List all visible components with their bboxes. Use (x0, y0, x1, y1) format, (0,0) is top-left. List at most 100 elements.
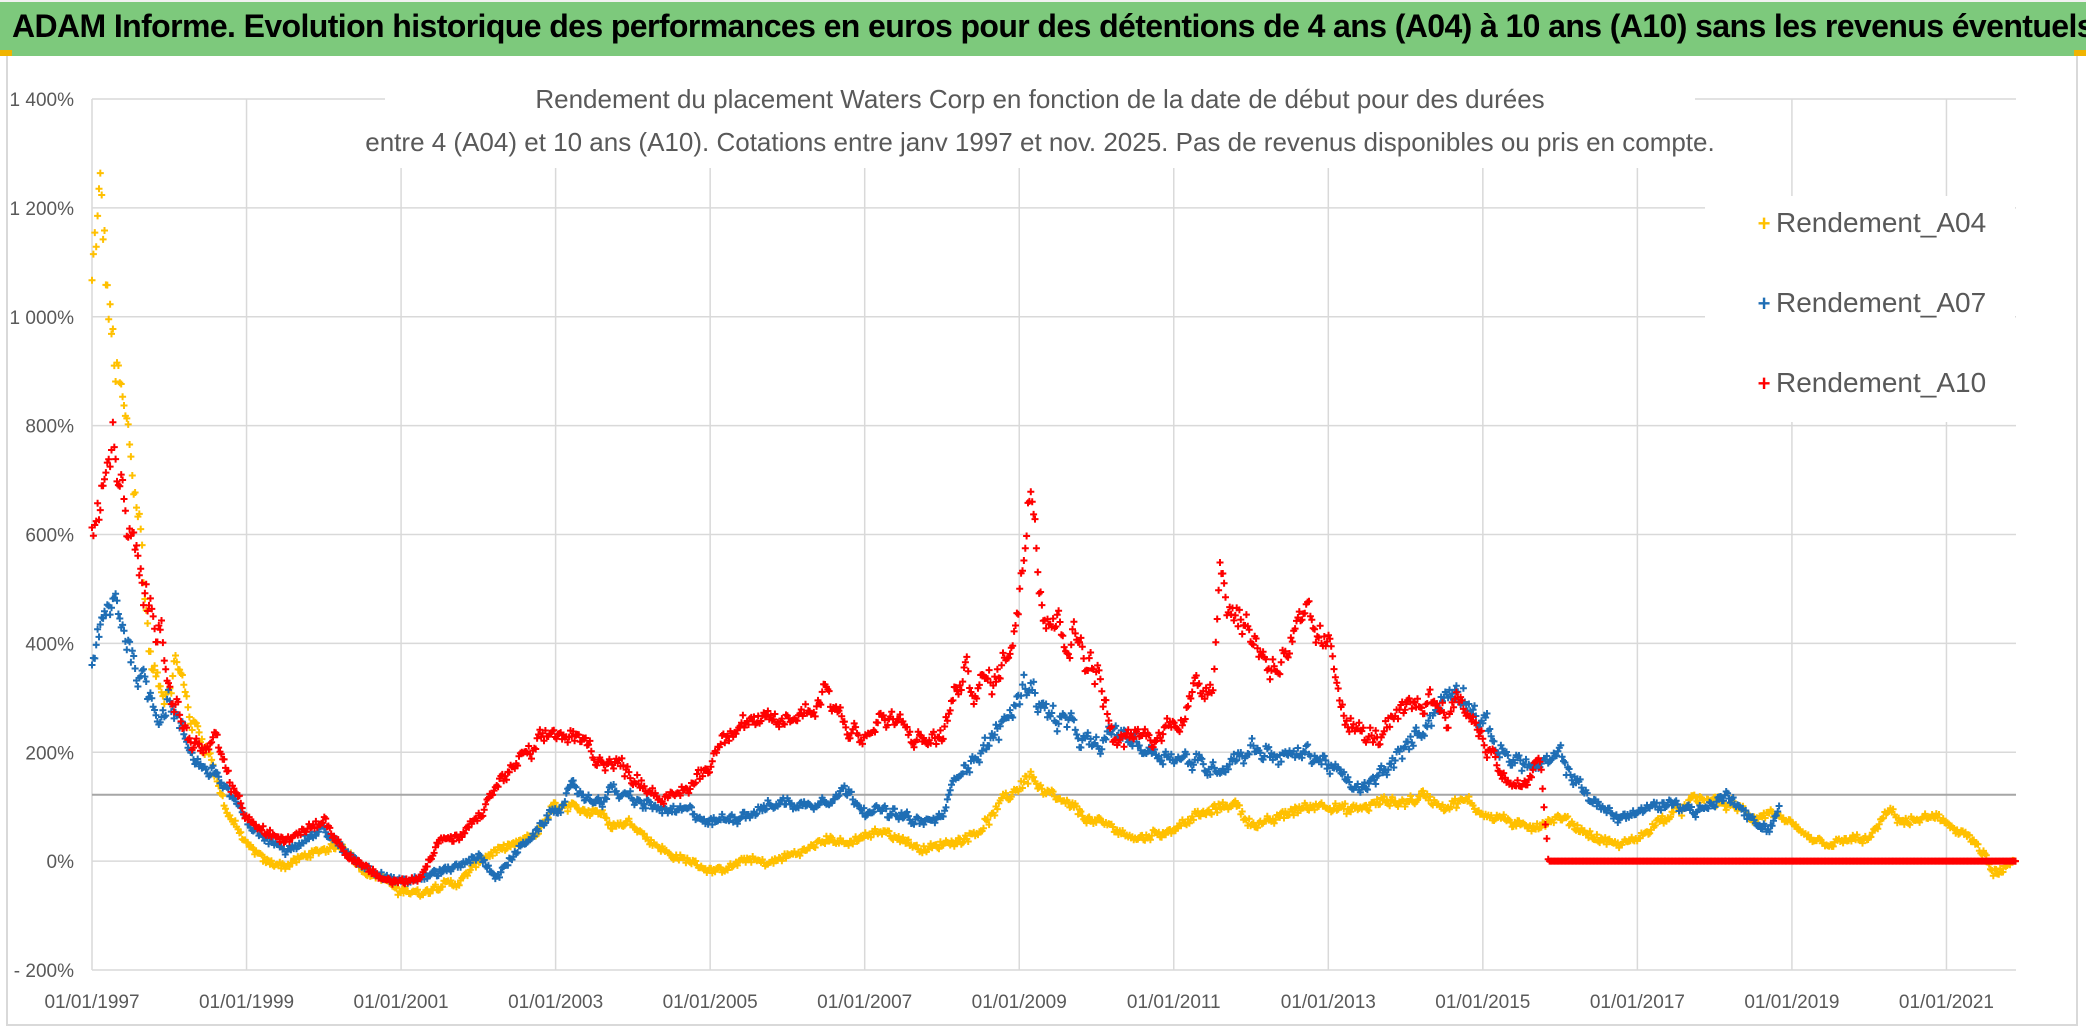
data-point (686, 785, 694, 793)
data-point (1242, 611, 1250, 619)
data-point (1375, 771, 1382, 779)
data-point (169, 672, 177, 680)
data-point (1383, 771, 1391, 779)
legend: + Rendement_A04 + Rendement_A07 + Rendem… (1705, 196, 2015, 422)
data-point (1405, 745, 1413, 753)
data-point (1452, 804, 1460, 812)
data-point (1426, 686, 1434, 694)
data-point (725, 817, 733, 825)
data-point (116, 379, 124, 387)
data-point (1287, 634, 1295, 642)
data-point (1578, 784, 1586, 792)
data-point (1921, 810, 1929, 818)
data-point (1024, 780, 1032, 788)
data-point (1109, 823, 1117, 831)
data-point (1263, 812, 1271, 820)
data-point (733, 820, 741, 828)
data-point (845, 841, 853, 849)
data-point (105, 315, 113, 323)
x-tick-label: 01/01/2013 (1281, 992, 1376, 1013)
data-point (633, 771, 641, 779)
data-point (1108, 730, 1115, 738)
data-point (124, 420, 132, 428)
legend-marker-a07: + (1758, 291, 1771, 316)
data-point (457, 863, 465, 871)
data-point (306, 853, 314, 861)
data-point (763, 805, 771, 813)
data-point (1420, 732, 1428, 740)
data-point (1213, 809, 1221, 816)
data-point (1658, 812, 1666, 820)
corner-accent-left (0, 50, 12, 56)
data-point (1077, 808, 1085, 815)
data-point (174, 698, 182, 706)
data-point (526, 750, 534, 758)
data-point (91, 229, 99, 237)
data-point (231, 817, 239, 825)
data-point (114, 610, 122, 618)
data-point (817, 701, 825, 709)
data-point (942, 803, 950, 811)
data-point (1974, 840, 1982, 848)
data-point (1452, 682, 1460, 690)
data-point (480, 806, 488, 814)
data-point (1742, 807, 1750, 814)
data-point (209, 762, 217, 770)
data-point (1020, 778, 1028, 786)
data-point (888, 810, 896, 818)
data-point (1259, 756, 1267, 764)
data-point (1014, 610, 1022, 618)
data-point (874, 719, 882, 727)
data-point (1657, 806, 1665, 814)
data-point (1486, 725, 1494, 733)
data-point (1158, 757, 1166, 764)
data-point (1031, 689, 1039, 697)
data-point (330, 832, 338, 840)
data-point (1363, 786, 1371, 794)
data-point (195, 740, 203, 748)
data-point (447, 877, 455, 884)
data-point (931, 819, 939, 827)
data-point (126, 525, 134, 533)
data-point (1605, 804, 1613, 812)
data-point (1199, 760, 1207, 768)
data-point (1067, 709, 1075, 717)
x-tick-label: 01/01/2001 (354, 992, 449, 1013)
data-point (1085, 654, 1093, 662)
data-point (1459, 684, 1467, 692)
data-point (995, 736, 1003, 744)
data-point (717, 740, 725, 748)
data-point (906, 728, 914, 736)
data-point (1311, 625, 1319, 633)
data-point (1304, 741, 1312, 749)
data-point (846, 734, 854, 742)
data-point (625, 768, 633, 776)
data-point (1340, 768, 1348, 776)
data-point (601, 766, 609, 774)
data-point (1070, 618, 1078, 626)
data-point (213, 769, 221, 777)
data-point (173, 658, 181, 666)
data-point (840, 782, 848, 790)
data-point (1238, 630, 1246, 638)
data-point (797, 706, 805, 713)
data-point (338, 844, 346, 852)
data-point (1190, 761, 1197, 769)
data-point (1989, 872, 1997, 880)
data-point (999, 649, 1007, 657)
data-point (1231, 611, 1239, 619)
data-point (1444, 724, 1452, 732)
data-point (840, 718, 848, 726)
data-point (206, 771, 214, 779)
data-point (135, 571, 143, 579)
data-point (960, 664, 968, 671)
data-point (590, 756, 598, 764)
data-point (1019, 681, 1026, 689)
data-point (96, 506, 104, 514)
data-point (1550, 819, 1558, 827)
data-point (564, 807, 572, 815)
data-point (1407, 733, 1414, 741)
data-point (1102, 735, 1110, 743)
data-point (1183, 750, 1191, 758)
data-point (1265, 743, 1273, 751)
